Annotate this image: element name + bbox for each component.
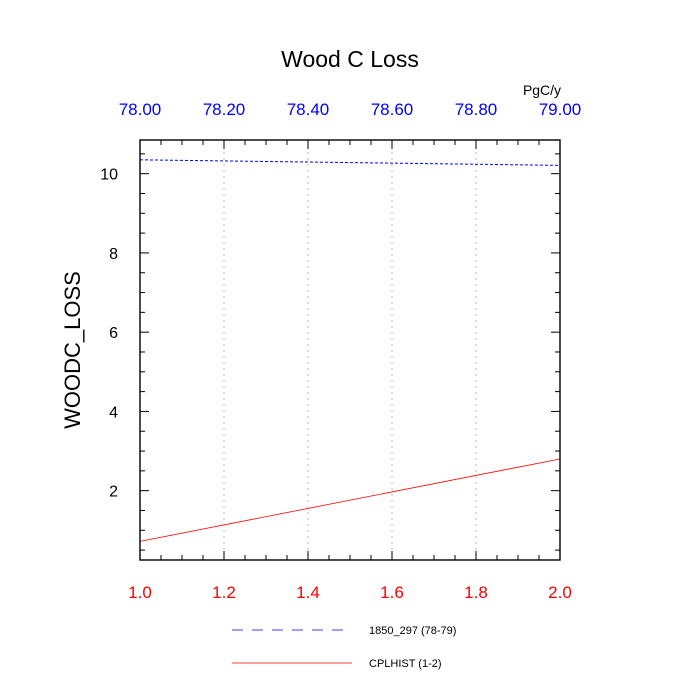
x-bottom-tick-label: 1.2 <box>212 583 236 602</box>
y-axis-label: WOODC_LOSS <box>60 271 85 429</box>
x-top-tick-label: 78.00 <box>119 100 162 119</box>
x-top-tick-label: 78.20 <box>203 100 246 119</box>
x-top-tick-label: 78.40 <box>287 100 330 119</box>
x-bottom-tick-label: 1.4 <box>296 583 320 602</box>
series-line-1 <box>139 458 561 542</box>
y-tick-label: 2 <box>109 484 118 501</box>
x-bottom-tick-label: 1.8 <box>464 583 488 602</box>
grid-lines <box>223 140 477 560</box>
tick-labels: 1.0 1.2 1.4 1.6 1.8 2.0 78.00 78.20 78.40 78.60 78… <box>100 100 581 602</box>
x-top-tick-label: 78.80 <box>455 100 498 119</box>
x-top-tick-label: 79.00 <box>539 100 582 119</box>
data-series <box>139 159 561 542</box>
series-line-0 <box>139 159 561 166</box>
legend: 1850_297 (78-79) CPLHIST (1-2) <box>232 625 456 670</box>
plot-frame <box>139 139 561 561</box>
x-bottom-tick-label: 1.0 <box>128 583 152 602</box>
legend-label-0: 1850_297 (78-79) <box>369 625 456 637</box>
y-tick-label: 10 <box>100 167 118 184</box>
x-top-tick-label: 78.60 <box>371 100 414 119</box>
units-label: PgC/y <box>523 82 561 98</box>
tick-marks <box>139 140 561 560</box>
x-bottom-tick-label: 1.6 <box>380 583 404 602</box>
y-tick-label: 4 <box>109 404 118 421</box>
y-tick-label: 6 <box>109 325 118 342</box>
y-tick-label: 8 <box>109 246 118 263</box>
legend-label-1: CPLHIST (1-2) <box>369 658 442 670</box>
chart-title: Wood C Loss <box>281 46 419 72</box>
x-bottom-tick-label: 2.0 <box>548 583 572 602</box>
